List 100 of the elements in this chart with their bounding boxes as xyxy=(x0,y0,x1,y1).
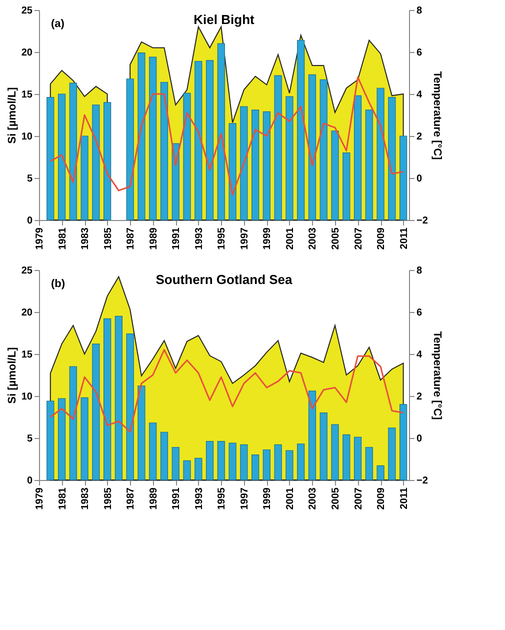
x-tick-label: 1993 xyxy=(194,227,205,250)
x-tick-label: 1989 xyxy=(148,227,160,250)
bar xyxy=(286,96,294,220)
y2-tick-label: 4 xyxy=(416,90,422,100)
bar xyxy=(217,43,225,220)
bar xyxy=(92,344,100,480)
bar xyxy=(104,318,112,480)
y-tick-label: 25 xyxy=(21,6,33,16)
bar xyxy=(183,460,191,480)
y-tick-label: 5 xyxy=(26,174,33,184)
y2-tick-label: 2 xyxy=(416,392,422,402)
bar xyxy=(388,97,396,220)
bar xyxy=(274,75,282,220)
bar xyxy=(46,400,54,480)
y-tick-label: 10 xyxy=(21,132,33,142)
bar xyxy=(286,450,294,480)
x-tick-label: 1997 xyxy=(239,227,250,250)
y-axis-title: Si [µmol/L] xyxy=(6,346,18,404)
bar xyxy=(160,82,168,220)
bar xyxy=(342,434,350,480)
bar xyxy=(354,95,362,220)
bar xyxy=(240,106,248,220)
bar xyxy=(376,88,384,220)
y-tick-label: 20 xyxy=(21,48,33,58)
bar xyxy=(92,104,100,220)
bar xyxy=(206,60,214,220)
chart-title: Kiel Bight xyxy=(194,12,255,27)
bar xyxy=(172,446,180,480)
x-tick-label: 1995 xyxy=(216,487,228,510)
x-tick-label: 2003 xyxy=(308,487,319,510)
y-tick-label: 0 xyxy=(26,476,33,486)
x-tick-label: 2005 xyxy=(330,487,342,510)
x-tick-label: 1997 xyxy=(239,487,250,510)
bar xyxy=(58,94,66,220)
x-tick-label: 2007 xyxy=(353,487,364,510)
y2-tick-label: 6 xyxy=(416,308,422,318)
x-tick-label: 1981 xyxy=(57,227,68,250)
y2-tick-label: 0 xyxy=(416,434,422,444)
bar xyxy=(69,366,77,480)
line-series xyxy=(50,349,404,432)
y2-tick-label: 0 xyxy=(416,174,422,184)
bar xyxy=(262,111,270,220)
annotation: (b) xyxy=(51,278,66,290)
bar xyxy=(376,465,384,480)
bar xyxy=(400,404,408,480)
x-tick-label: 1983 xyxy=(80,487,92,510)
x-tick-label: 2005 xyxy=(330,227,342,250)
y2-axis-title: Temperature [°C] xyxy=(430,331,443,420)
bar xyxy=(80,136,88,220)
y2-tick-label: 8 xyxy=(416,266,422,276)
y-tick-label: 0 xyxy=(26,216,33,226)
bar xyxy=(320,79,328,220)
x-tick-label: 1979 xyxy=(34,227,46,250)
bar xyxy=(46,97,54,220)
bar xyxy=(149,422,157,480)
bar xyxy=(262,449,270,480)
bar xyxy=(388,428,396,480)
bar xyxy=(138,52,146,220)
y2-axis-title: Temperature [°C] xyxy=(430,71,443,160)
bar xyxy=(228,442,236,480)
y-tick-label: 15 xyxy=(21,350,33,360)
x-tick-label: 2011 xyxy=(398,487,410,510)
x-tick-label: 2007 xyxy=(353,227,364,250)
y2-tick-label: 2 xyxy=(416,132,422,142)
y-tick-label: 10 xyxy=(21,392,33,402)
x-tick-label: 1983 xyxy=(80,227,92,250)
bar xyxy=(183,92,191,220)
x-tick-label: 1991 xyxy=(171,227,182,250)
x-tick-label: 2009 xyxy=(376,227,388,250)
bar xyxy=(228,123,236,220)
bar xyxy=(138,386,146,480)
bar xyxy=(206,441,214,480)
bar xyxy=(252,110,260,220)
bar xyxy=(149,56,157,220)
bar xyxy=(274,444,282,480)
x-tick-label: 1981 xyxy=(57,487,68,510)
bar xyxy=(365,446,373,480)
bar xyxy=(252,454,260,480)
bar xyxy=(297,444,305,480)
bar xyxy=(114,316,122,480)
bar xyxy=(331,130,339,220)
y-tick-label: 5 xyxy=(26,434,33,444)
bar xyxy=(194,458,202,480)
y-axis-title: Si [µmol/L] xyxy=(6,86,18,144)
y2-tick-label: −2 xyxy=(416,216,428,226)
bar xyxy=(126,334,134,480)
bar xyxy=(331,424,339,480)
y2-tick-label: 6 xyxy=(416,48,422,58)
bar xyxy=(297,40,305,220)
x-tick-label: 1979 xyxy=(34,487,46,510)
y-tick-label: 25 xyxy=(21,266,33,276)
y2-tick-label: 4 xyxy=(416,350,422,360)
bar xyxy=(308,390,316,480)
x-tick-label: 2003 xyxy=(308,227,319,250)
bar xyxy=(240,444,248,480)
y-tick-label: 20 xyxy=(21,308,33,318)
x-tick-label: 1991 xyxy=(171,487,182,510)
y2-tick-label: −2 xyxy=(416,476,428,486)
x-tick-label: 1995 xyxy=(216,227,228,250)
bar xyxy=(58,398,66,480)
